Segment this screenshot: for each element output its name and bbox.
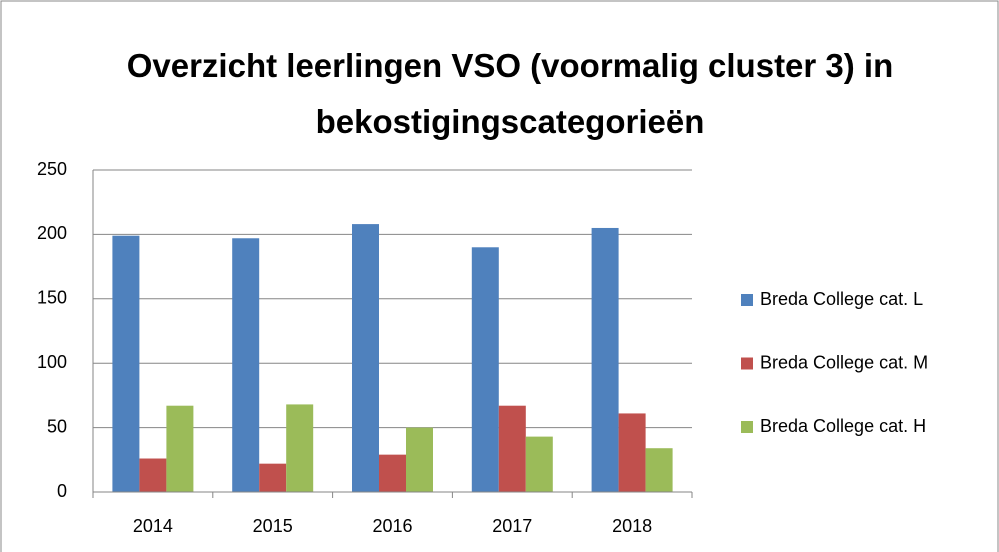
x-tick-label: 2014 bbox=[133, 516, 173, 536]
bar bbox=[591, 227, 619, 492]
bar bbox=[406, 427, 433, 492]
bar bbox=[379, 454, 406, 492]
legend-label: Breda College cat. H bbox=[760, 416, 926, 436]
bar bbox=[352, 224, 379, 492]
y-tick-label: 50 bbox=[47, 416, 67, 436]
bar bbox=[166, 405, 194, 492]
bar bbox=[286, 404, 314, 492]
x-tick-label: 2017 bbox=[492, 516, 532, 536]
y-tick-label: 250 bbox=[37, 159, 67, 179]
legend-swatch bbox=[741, 294, 753, 306]
bar bbox=[645, 448, 673, 492]
y-tick-label: 150 bbox=[37, 288, 67, 308]
legend-label: Breda College cat. M bbox=[760, 352, 928, 372]
legend-label: Breda College cat. L bbox=[760, 289, 923, 309]
y-tick-label: 0 bbox=[57, 481, 67, 501]
x-tick-label: 2016 bbox=[372, 516, 412, 536]
bar bbox=[139, 458, 167, 492]
bar bbox=[471, 247, 499, 492]
x-tick-label: 2018 bbox=[612, 516, 652, 536]
y-tick-label: 100 bbox=[37, 352, 67, 372]
bar bbox=[618, 413, 646, 492]
chart-title: Overzicht leerlingen VSO (voormalig clus… bbox=[126, 47, 894, 140]
x-tick-label: 2015 bbox=[253, 516, 293, 536]
bar bbox=[259, 463, 287, 492]
bar bbox=[498, 405, 526, 492]
y-tick-label: 200 bbox=[37, 223, 67, 243]
bar bbox=[525, 436, 553, 492]
legend-swatch bbox=[741, 421, 753, 433]
bar bbox=[232, 238, 260, 492]
bar bbox=[112, 235, 140, 493]
legend-swatch bbox=[741, 357, 753, 370]
